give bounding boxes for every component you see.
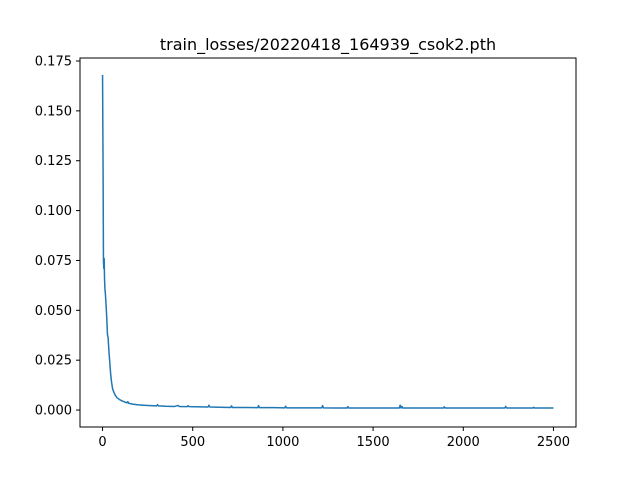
x-tick-label: 500 bbox=[180, 435, 205, 450]
y-axis-ticks: 0.000 0.025 0.050 0.075 0.100 0.125 0.150 0.175 bbox=[35, 54, 80, 419]
y-tick-label: 0.000 bbox=[35, 404, 72, 419]
y-tick-label: 0.100 bbox=[35, 204, 72, 219]
x-tick-label: 1500 bbox=[357, 435, 390, 450]
y-tick-label: 0.075 bbox=[35, 254, 72, 269]
y-tick-label: 0.025 bbox=[35, 354, 72, 369]
y-tick-label: 0.150 bbox=[35, 104, 72, 119]
y-tick-label: 0.125 bbox=[35, 154, 72, 169]
x-tick-label: 1000 bbox=[266, 435, 299, 450]
series-layer bbox=[101, 74, 554, 409]
y-tick-label: 0.175 bbox=[35, 54, 72, 69]
plot-area-frame bbox=[79, 57, 577, 428]
chart-title: train_losses/20220418_164939_csok2.pth bbox=[160, 35, 496, 55]
x-tick-label: 2500 bbox=[537, 435, 570, 450]
series-line bbox=[101, 74, 554, 409]
y-tick-label: 0.050 bbox=[35, 304, 72, 319]
x-axis-ticks: 0 500 1000 1500 2000 2500 bbox=[98, 427, 570, 450]
x-tick-label: 2000 bbox=[447, 435, 480, 450]
x-tick-label: 0 bbox=[98, 435, 106, 450]
